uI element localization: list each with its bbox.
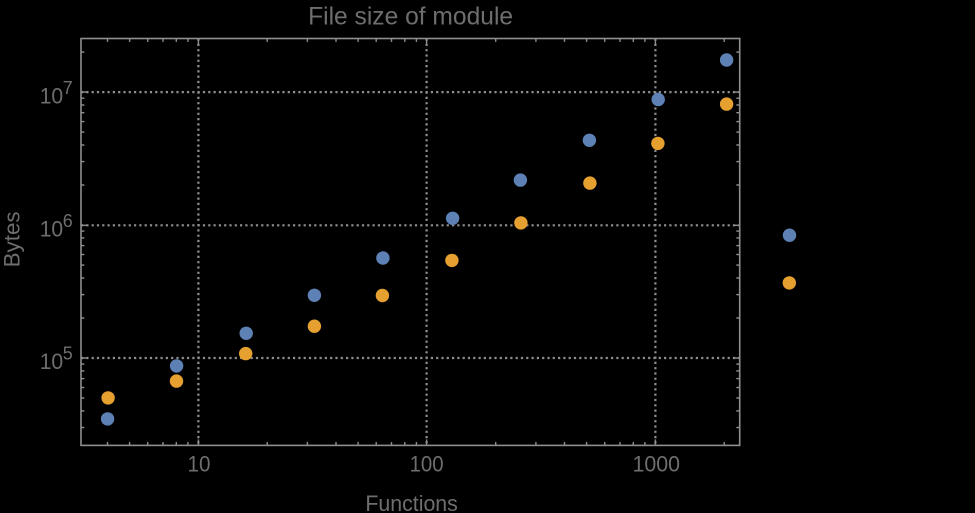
svg-text:100: 100 (410, 452, 444, 477)
svg-text:1000: 1000 (633, 452, 681, 477)
svg-text:10: 10 (40, 217, 64, 242)
svg-text:10: 10 (40, 349, 64, 374)
svg-text:Bytes: Bytes (0, 211, 25, 267)
svg-text:10: 10 (40, 83, 64, 108)
svg-text:10: 10 (188, 452, 211, 477)
svg-text:7: 7 (63, 77, 73, 98)
svg-text:File size of module: File size of module (308, 3, 513, 31)
svg-text:6: 6 (63, 210, 73, 231)
svg-text:5: 5 (63, 343, 73, 364)
svg-text:Functions: Functions (365, 491, 458, 513)
